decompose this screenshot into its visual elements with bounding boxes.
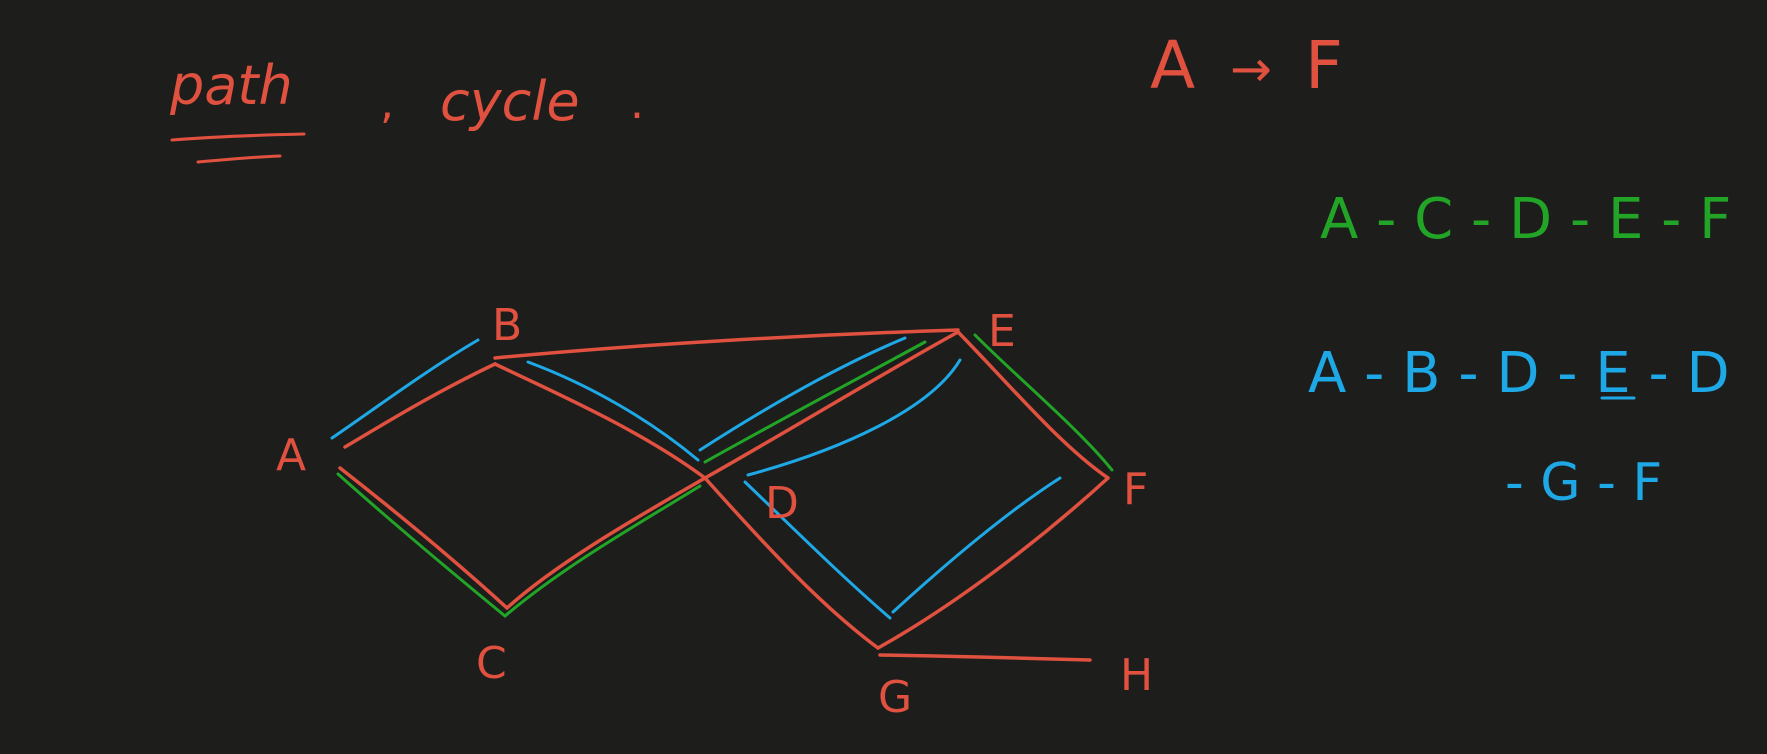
question-from: A	[1150, 27, 1195, 104]
edge-d-e	[703, 330, 960, 480]
green-path-text: A - C - D - E - F	[1320, 187, 1731, 252]
node-h: H	[1120, 650, 1153, 701]
green-d-e	[703, 340, 927, 464]
node-labels: A B C D E F G H	[276, 300, 1153, 723]
blue-b-d	[526, 360, 700, 462]
blue-path-line2: - G - F	[1505, 453, 1662, 513]
blue-g-f	[891, 476, 1062, 614]
graph-edges	[338, 328, 1110, 662]
edge-g-h	[878, 653, 1092, 662]
edge-a-b	[343, 362, 497, 449]
node-g: G	[878, 672, 912, 723]
green-a-c	[336, 472, 507, 618]
blue-path-line1: A - B - D - E - D	[1308, 341, 1730, 406]
blue-a-b	[330, 338, 480, 440]
edge-g-f	[876, 476, 1110, 650]
green-route	[336, 333, 1114, 618]
edge-c-d	[505, 476, 707, 610]
edge-d-g	[703, 476, 880, 650]
question-to: F	[1305, 27, 1343, 104]
path-double-underline	[170, 132, 306, 164]
node-d: D	[765, 478, 799, 529]
heading-path-word: path	[169, 54, 293, 117]
blue-e-d	[746, 358, 962, 477]
edge-a-c	[338, 466, 509, 610]
heading-separator: ,	[380, 78, 394, 129]
heading-period: .	[630, 78, 644, 129]
node-a: A	[276, 430, 306, 481]
question-arrow: →	[1230, 40, 1272, 98]
question: A → F	[1150, 27, 1343, 104]
green-e-f	[973, 333, 1114, 472]
heading: path , cycle .	[169, 54, 644, 133]
node-b: B	[492, 300, 522, 351]
green-c-d	[503, 484, 702, 618]
node-c: C	[476, 638, 507, 689]
node-f: F	[1123, 464, 1148, 515]
edge-b-d	[493, 362, 707, 480]
heading-cycle-word: cycle	[440, 70, 580, 133]
edge-b-e	[493, 328, 960, 360]
blue-d-e	[698, 336, 907, 452]
blue-d-g	[743, 480, 892, 620]
node-e: E	[988, 306, 1016, 357]
blue-route	[330, 336, 1062, 620]
edge-e-f	[956, 330, 1110, 480]
